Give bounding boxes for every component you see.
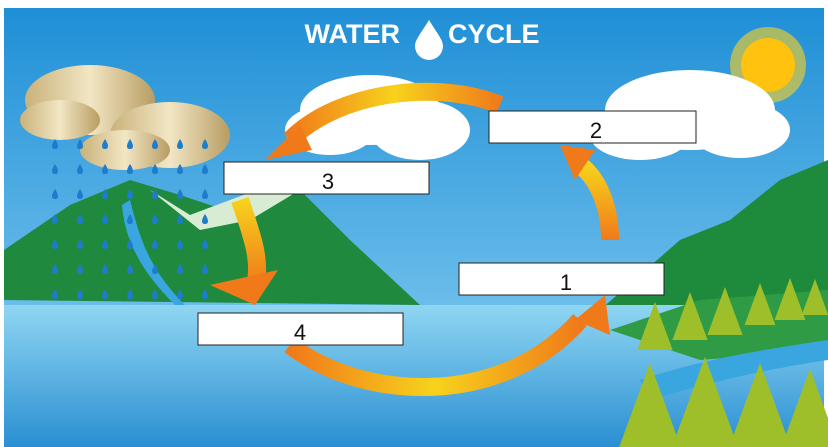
box-label: 1 bbox=[560, 270, 572, 295]
box-label: 3 bbox=[322, 169, 334, 194]
answer-box[interactable]: 1 bbox=[459, 263, 664, 295]
page: WATER CYCLE 1 2 3 4 (() => { const data … bbox=[0, 0, 828, 447]
answer-box[interactable]: 2 bbox=[489, 111, 696, 143]
answer-box[interactable]: 4 bbox=[198, 313, 403, 345]
box-label: 2 bbox=[590, 118, 602, 143]
answer-box[interactable]: 3 bbox=[224, 162, 429, 194]
title-left: WATER bbox=[305, 19, 401, 49]
title-right: CYCLE bbox=[448, 19, 540, 49]
water-cycle-diagram: WATER CYCLE 1 2 3 4 bbox=[0, 0, 828, 447]
box-label: 4 bbox=[294, 320, 306, 345]
